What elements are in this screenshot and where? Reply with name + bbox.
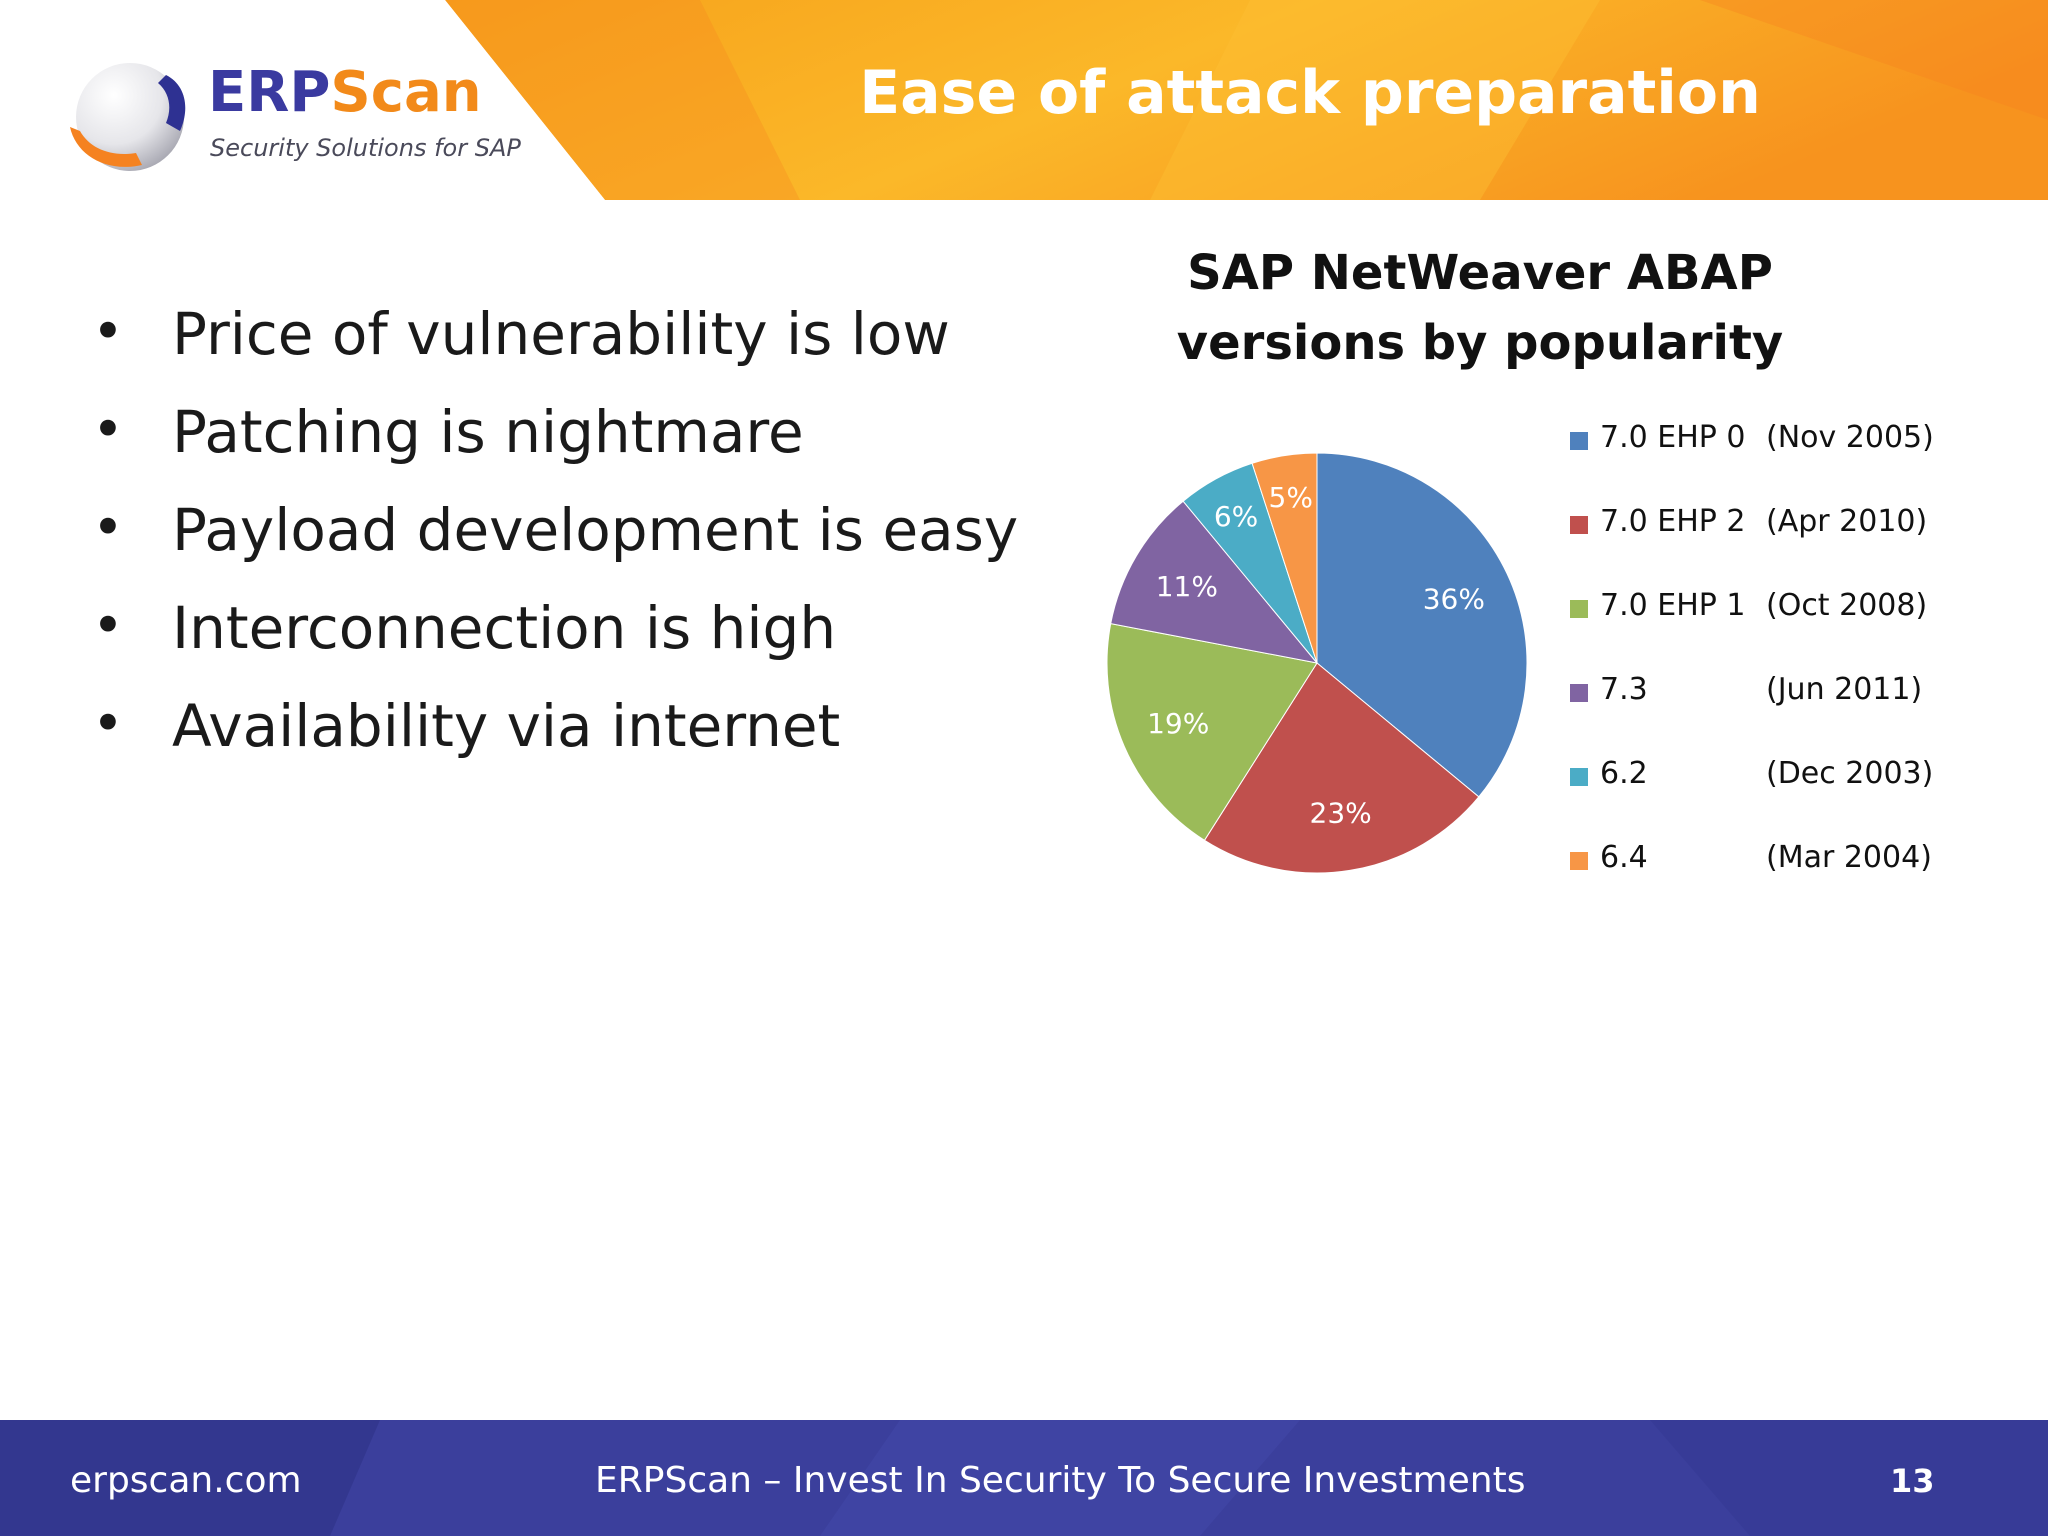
erpscan-logo: ERPScan Security Solutions for SAP	[62, 52, 532, 182]
bullet-item: • Payload development is easy	[92, 496, 1052, 594]
slice-data-label: 11%	[1156, 570, 1218, 603]
chart-title-line-1: SAP NetWeaver ABAP	[1187, 245, 1773, 301]
slice-data-label: 5%	[1269, 481, 1313, 514]
legend-series-date: (Oct 2008)	[1766, 588, 1928, 623]
legend-item: 7.0 EHP 0 (Nov 2005)	[1568, 420, 2048, 504]
chart-legend: 7.0 EHP 0 (Nov 2005) 7.0 EHP 2 (Apr 2010) 7.…	[1568, 420, 2048, 924]
legend-series-name: 7.3	[1600, 672, 1648, 707]
bullet-list: • Price of vulnerability is low • Patchi…	[92, 300, 1052, 790]
footer-website: erpscan.com	[70, 1460, 302, 1501]
legend-series-date: (Jun 2011)	[1766, 672, 1923, 707]
logo-name: ERPScan	[208, 60, 482, 125]
slice-data-label: 36%	[1423, 583, 1485, 616]
bullet-symbol: •	[92, 594, 124, 657]
footer-motto: ERPScan – Invest In Security To Secure I…	[595, 1460, 1526, 1501]
legend-item: 6.2 (Dec 2003)	[1568, 756, 2048, 840]
bullet-text: Interconnection is high	[172, 594, 837, 662]
legend-series-name: 7.0 EHP 2	[1600, 504, 1746, 539]
bullet-item: • Patching is nightmare	[92, 398, 1052, 496]
bullet-text: Payload development is easy	[172, 496, 1019, 564]
legend-series-date: (Mar 2004)	[1766, 840, 1932, 875]
legend-series-date: (Dec 2003)	[1766, 756, 1934, 791]
legend-swatch	[1570, 852, 1588, 870]
bullet-text: Availability via internet	[172, 692, 841, 760]
legend-item: 7.0 EHP 1 (Oct 2008)	[1568, 588, 2048, 672]
legend-item: 6.4 (Mar 2004)	[1568, 840, 2048, 924]
legend-swatch	[1570, 516, 1588, 534]
slice-data-label: 19%	[1147, 707, 1209, 740]
pie-chart: 36% 23% 19% 11% 6% 5%	[1106, 452, 1528, 874]
legend-series-date: (Apr 2010)	[1766, 504, 1928, 539]
chart-title: SAP NetWeaver ABAP versions by popularit…	[1130, 238, 1830, 378]
legend-series-name: 6.2	[1600, 756, 1648, 791]
logo-name-erp: ERP	[208, 60, 331, 125]
legend-swatch	[1570, 768, 1588, 786]
slice-data-label: 23%	[1310, 796, 1372, 829]
pie-slice	[1110, 500, 1319, 664]
chart-title-line-2: versions by popularity	[1176, 315, 1784, 371]
legend-series-name: 7.0 EHP 0	[1600, 420, 1746, 455]
legend-swatch	[1570, 600, 1588, 618]
logo-globe-icon	[70, 63, 186, 171]
bullet-item: • Price of vulnerability is low	[92, 300, 1052, 398]
legend-series-date: (Nov 2005)	[1766, 420, 1934, 455]
legend-series-name: 6.4	[1600, 840, 1648, 875]
bullet-text: Patching is nightmare	[172, 398, 804, 466]
bullet-text: Price of vulnerability is low	[172, 300, 950, 368]
slide-title: Ease of attack preparation	[859, 58, 1761, 128]
legend-item: 7.3 (Jun 2011)	[1568, 672, 2048, 756]
footer-banner: erpscan.com ERPScan – Invest In Security…	[0, 1420, 2048, 1536]
logo-tagline: Security Solutions for SAP	[210, 134, 521, 162]
legend-swatch	[1570, 432, 1588, 450]
header-background	[0, 0, 2048, 200]
page-number: 13	[1890, 1462, 1935, 1500]
pie-slice	[1251, 452, 1318, 664]
logo-name-scan: Scan	[330, 60, 482, 125]
legend-series-name: 7.0 EHP 1	[1600, 588, 1746, 623]
legend-swatch	[1570, 684, 1588, 702]
bullet-symbol: •	[92, 692, 124, 755]
pie-slice	[1316, 452, 1528, 798]
bullet-symbol: •	[92, 300, 124, 363]
legend-item: 7.0 EHP 2 (Apr 2010)	[1568, 504, 2048, 588]
bullet-symbol: •	[92, 496, 124, 559]
slice-data-label: 6%	[1214, 500, 1258, 533]
header-banner: ERPScan Security Solutions for SAP Ease …	[0, 0, 2048, 200]
bullet-item: • Availability via internet	[92, 692, 1052, 790]
footer-background	[0, 1420, 2048, 1536]
pie-slice	[1106, 623, 1318, 841]
bullet-symbol: •	[92, 398, 124, 461]
bullet-item: • Interconnection is high	[92, 594, 1052, 692]
pie-slice	[1203, 662, 1480, 874]
